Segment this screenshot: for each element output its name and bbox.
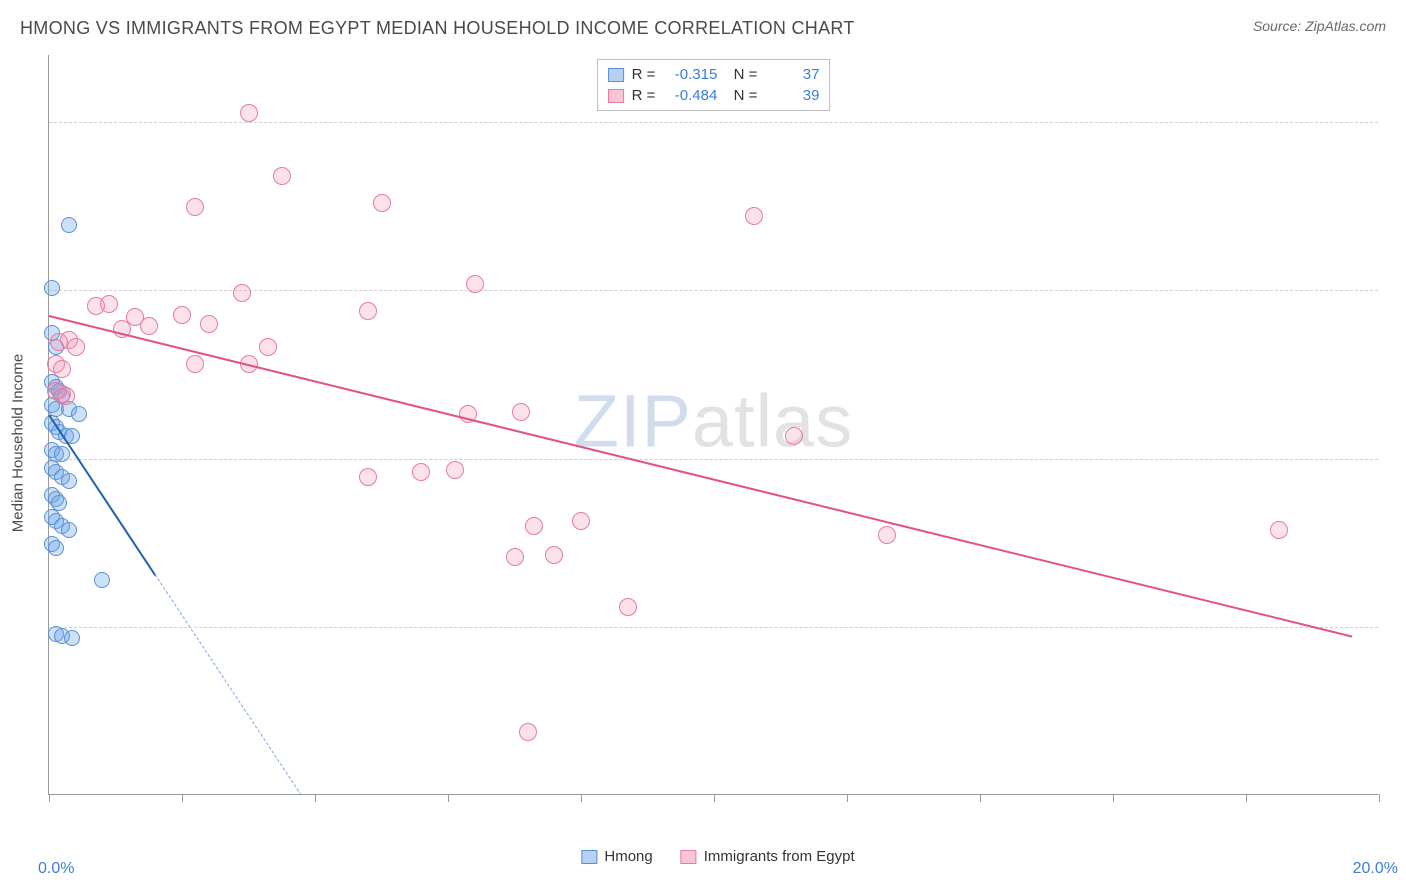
egypt-point	[572, 512, 590, 530]
plot-area: ZIPatlas R = -0.315 N = 37 R = -0.484 N …	[48, 55, 1378, 795]
egypt-point	[619, 598, 637, 616]
stat-n-label: N =	[725, 87, 757, 104]
egypt-point	[745, 207, 763, 225]
egypt-point	[273, 167, 291, 185]
x-tick	[1379, 794, 1380, 802]
legend-label-egypt: Immigrants from Egypt	[704, 848, 855, 865]
gridline	[49, 122, 1378, 123]
x-tick	[847, 794, 848, 802]
hmong-point	[61, 473, 77, 489]
stat-r-label: R =	[632, 87, 656, 104]
egypt-point	[240, 104, 258, 122]
egypt-point	[373, 194, 391, 212]
legend-label-hmong: Hmong	[604, 848, 652, 865]
egypt-point	[519, 723, 537, 741]
swatch-pink-icon	[681, 850, 697, 864]
chart-title: HMONG VS IMMIGRANTS FROM EGYPT MEDIAN HO…	[20, 18, 855, 39]
source-attribution: Source: ZipAtlas.com	[1253, 18, 1386, 34]
stat-n-value-hmong: 37	[765, 66, 819, 83]
legend-item-egypt: Immigrants from Egypt	[681, 848, 855, 865]
egypt-point	[173, 306, 191, 324]
x-axis-min-label: 0.0%	[38, 860, 74, 878]
egypt-point	[466, 275, 484, 293]
x-tick	[448, 794, 449, 802]
egypt-point	[412, 463, 430, 481]
hmong-point	[64, 630, 80, 646]
egypt-point	[512, 403, 530, 421]
egypt-point	[785, 427, 803, 445]
hmong-point	[94, 572, 110, 588]
x-tick	[49, 794, 50, 802]
x-axis-max-label: 20.0%	[1353, 860, 1398, 878]
egypt-point	[140, 317, 158, 335]
egypt-point	[446, 461, 464, 479]
stat-r-label: R =	[632, 66, 656, 83]
hmong-point	[61, 522, 77, 538]
y-tick-label: $112,500	[1388, 280, 1406, 298]
hmong-point	[44, 280, 60, 296]
correlation-stats-box: R = -0.315 N = 37 R = -0.484 N = 39	[597, 59, 831, 111]
stat-n-value-egypt: 39	[765, 87, 819, 104]
x-tick	[182, 794, 183, 802]
egypt-point	[57, 387, 75, 405]
stats-row-hmong: R = -0.315 N = 37	[608, 64, 820, 85]
stat-n-label: N =	[725, 66, 757, 83]
legend-item-hmong: Hmong	[581, 848, 652, 865]
swatch-blue-icon	[581, 850, 597, 864]
hmong-point	[61, 217, 77, 233]
y-tick-label: $75,000	[1388, 449, 1406, 467]
watermark: ZIPatlas	[574, 378, 853, 463]
x-tick	[714, 794, 715, 802]
x-tick	[980, 794, 981, 802]
gridline	[49, 627, 1378, 628]
hmong-point	[54, 446, 70, 462]
egypt-point	[259, 338, 277, 356]
y-tick-label: $37,500	[1388, 617, 1406, 635]
egypt-point	[186, 198, 204, 216]
x-tick	[1113, 794, 1114, 802]
trend-line	[48, 414, 156, 576]
x-tick	[1246, 794, 1247, 802]
hmong-point	[48, 540, 64, 556]
egypt-point	[1270, 521, 1288, 539]
stats-row-egypt: R = -0.484 N = 39	[608, 85, 820, 106]
egypt-point	[359, 302, 377, 320]
swatch-pink-icon	[608, 89, 624, 103]
bottom-legend: Hmong Immigrants from Egypt	[581, 848, 854, 865]
chart-container: ZIPatlas R = -0.315 N = 37 R = -0.484 N …	[48, 55, 1388, 830]
egypt-point	[67, 338, 85, 356]
hmong-point	[71, 406, 87, 422]
trend-line	[155, 575, 302, 796]
egypt-point	[506, 548, 524, 566]
watermark-atlas: atlas	[692, 379, 853, 462]
swatch-blue-icon	[608, 68, 624, 82]
stat-r-value-hmong: -0.315	[663, 66, 717, 83]
y-tick-label: $150,000	[1388, 112, 1406, 130]
egypt-point	[233, 284, 251, 302]
egypt-point	[200, 315, 218, 333]
egypt-point	[525, 517, 543, 535]
egypt-point	[53, 360, 71, 378]
x-tick	[315, 794, 316, 802]
egypt-point	[878, 526, 896, 544]
egypt-point	[186, 355, 204, 373]
gridline	[49, 459, 1378, 460]
egypt-point	[100, 295, 118, 313]
y-axis-label: Median Household Income	[10, 353, 27, 531]
x-tick	[581, 794, 582, 802]
egypt-point	[545, 546, 563, 564]
stat-r-value-egypt: -0.484	[663, 87, 717, 104]
egypt-point	[359, 468, 377, 486]
trend-line	[49, 315, 1353, 638]
